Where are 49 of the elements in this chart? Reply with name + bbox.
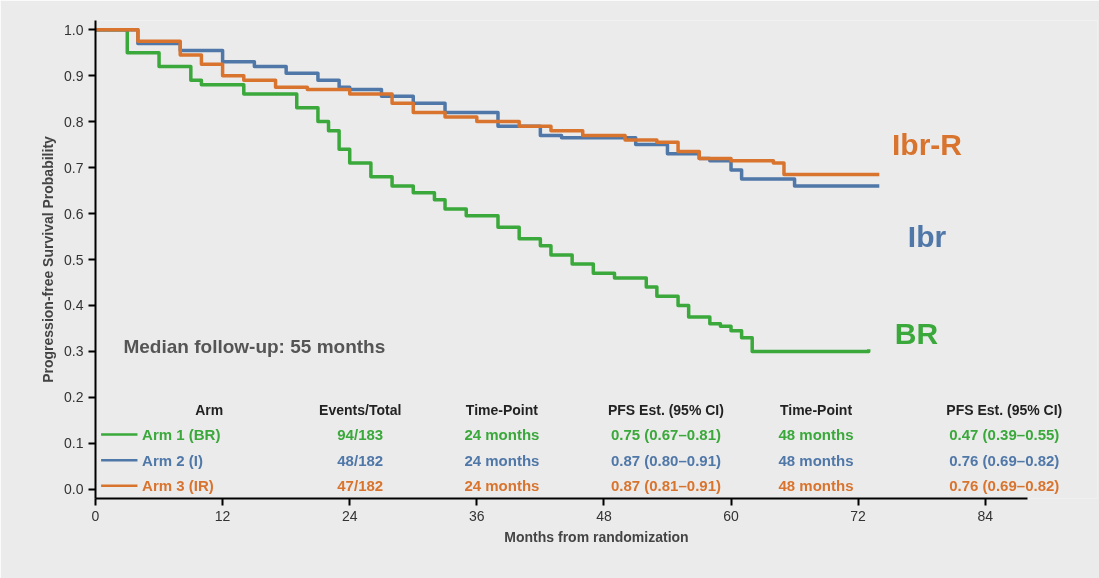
- y-tick-label: 0.1: [64, 435, 84, 452]
- x-tick-label: 48: [596, 507, 612, 524]
- x-tick-label: 24: [341, 507, 358, 524]
- annotation: Events/Total: [319, 402, 402, 419]
- annotation: 24 months: [464, 426, 540, 444]
- y-tick-label: 1.0: [64, 21, 84, 38]
- x-tick-label: 36: [469, 507, 485, 524]
- annotation: 94/183: [337, 426, 384, 444]
- annotation: 24 months: [464, 451, 540, 469]
- x-axis-title: Months from randomization: [504, 528, 689, 545]
- annotation: BR: [894, 316, 939, 350]
- annotation: 48/182: [337, 451, 384, 469]
- annotation: PFS Est. (95% CI): [946, 402, 1063, 419]
- y-tick-label: 0.8: [64, 113, 84, 130]
- y-tick-label: 0.2: [64, 389, 84, 406]
- x-tick-label: 72: [850, 507, 867, 524]
- annotation: 0.87 (0.81–0.91): [610, 477, 721, 495]
- legend-label: Arm 3 (IR): [142, 477, 214, 495]
- annotation: Ibr-R: [891, 128, 963, 162]
- x-tick-label: 0: [91, 507, 100, 524]
- y-tick-label: 0.3: [64, 343, 84, 360]
- annotation: 48 months: [778, 477, 854, 495]
- annotation: 0.76 (0.69–0.82): [949, 451, 1060, 469]
- y-tick-label: 0.0: [64, 481, 84, 498]
- y-tick-label: 0.7: [64, 159, 84, 176]
- annotation: 0.76 (0.69–0.82): [949, 477, 1060, 495]
- annotation: Arm: [195, 402, 224, 419]
- annotation: 47/182: [337, 477, 384, 495]
- y-tick-label: 0.4: [64, 297, 84, 314]
- annotation: 0.75 (0.67–0.81): [610, 426, 721, 444]
- y-tick-label: 0.6: [64, 205, 84, 222]
- legend-label: Arm 2 (I): [142, 451, 203, 469]
- y-tick-label: 0.5: [64, 251, 84, 268]
- annotation: Time-Point: [779, 402, 853, 419]
- annotation: Ibr: [907, 220, 947, 254]
- y-axis-title: Progression-free Survival Probability: [40, 135, 57, 383]
- legend-label: Arm 1 (BR): [142, 426, 221, 444]
- annotation: 48 months: [778, 426, 854, 444]
- x-tick-label: 60: [723, 507, 740, 524]
- annotation: 48 months: [778, 451, 854, 469]
- y-tick-label: 0.9: [64, 67, 84, 84]
- x-tick-label: 84: [977, 507, 994, 524]
- annotation: 0.47 (0.39–0.55): [949, 426, 1060, 444]
- annotation: Time-Point: [465, 402, 539, 419]
- annotation: 24 months: [464, 477, 540, 495]
- annotation: Median follow-up: 55 months: [123, 336, 386, 358]
- annotation: 0.87 (0.80–0.91): [610, 451, 721, 469]
- annotation: PFS Est. (95% CI): [607, 402, 724, 419]
- x-tick-label: 12: [214, 507, 231, 524]
